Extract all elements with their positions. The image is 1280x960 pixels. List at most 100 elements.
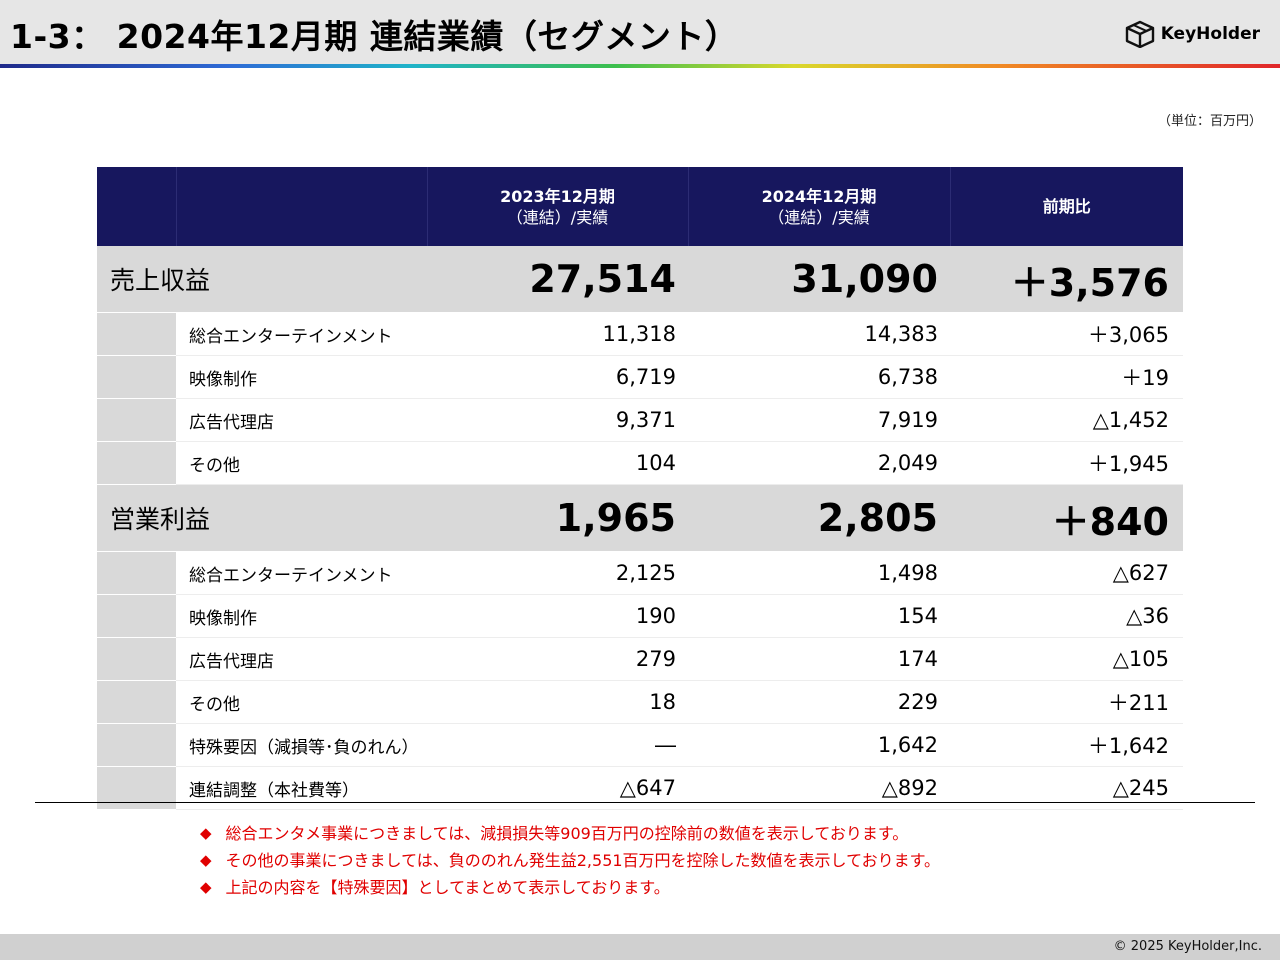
company-logo: KeyHolder (1125, 20, 1260, 48)
value-diff: ＋19 (950, 355, 1183, 399)
logo-text: KeyHolder (1160, 24, 1260, 44)
value-diff: △1,452 (950, 398, 1183, 442)
revenue-total-row: 売上収益 27,514 31,090 ＋3,576 (97, 246, 1183, 313)
value-2024: △892 (688, 766, 950, 810)
slide-header: 1-3： 2024年12月期 連結業績（セグメント） KeyHolder (0, 0, 1280, 64)
table-row: 総合エンターテインメント 11,318 14,383 ＋3,065 (97, 312, 1183, 356)
unit-note: （単位：百万円） (1157, 114, 1262, 129)
indent-cell (97, 398, 176, 442)
revenue-2023: 27,514 (427, 246, 688, 313)
page-title: 1-3： 2024年12月期 連結業績（セグメント） (10, 17, 739, 56)
operating-profit-total-row: 営業利益 1,965 2,805 ＋840 (97, 484, 1183, 552)
value-2024: 2,049 (688, 441, 950, 485)
segment-results-table: 2023年12月期 （連結）/実績 2024年12月期 （連結）/実績 前期比 … (97, 167, 1183, 810)
value-2023: 104 (427, 441, 688, 485)
footnote-item: ◆ 総合エンタメ事業につきましては、減損損失等909百万円の控除前の数値を表示し… (200, 820, 940, 847)
header-2023: 2023年12月期 （連結）/実績 (427, 167, 689, 246)
segment-name: 特殊要因（減損等･負のれん） (176, 723, 427, 767)
segment-name: 総合エンターテインメント (176, 551, 427, 595)
header-diff: 前期比 (950, 167, 1183, 246)
table-row: 総合エンターテインメント 2,125 1,498 △627 (97, 551, 1183, 595)
segment-name: その他 (176, 441, 427, 485)
value-diff: ＋1,642 (950, 723, 1183, 767)
value-2023: ― (427, 723, 688, 767)
value-2024: 174 (688, 637, 950, 681)
header-2023-line1: 2023年12月期 (500, 186, 615, 206)
header-2024-line2: （連結）/実績 (768, 207, 870, 227)
segment-name: 連結調整（本社費等） (176, 766, 427, 810)
table-bottom-rule (35, 802, 1255, 803)
indent-cell (97, 312, 176, 356)
cube-logo-icon (1125, 20, 1154, 48)
value-2023: 18 (427, 680, 688, 724)
header-2023-line2: （連結）/実績 (506, 207, 609, 227)
value-2023: 2,125 (427, 551, 688, 595)
diamond-bullet-icon: ◆ (200, 851, 212, 869)
value-2024: 14,383 (688, 312, 950, 356)
table-row: 映像制作 6,719 6,738 ＋19 (97, 355, 1183, 399)
table-row: 連結調整（本社費等） △647 △892 △245 (97, 766, 1183, 810)
slide-footer: © 2025 KeyHolder,Inc. (0, 934, 1280, 960)
footnote-text: その他の事業につきましては、負ののれん発生益2,551百万円を控除した数値を表示… (225, 851, 940, 870)
header-2024-line1: 2024年12月期 (761, 186, 877, 206)
value-2023: 190 (427, 594, 688, 638)
segment-name: その他 (176, 680, 427, 724)
segment-name: 総合エンターテインメント (176, 312, 427, 356)
header-blank-2 (176, 167, 428, 246)
operating-profit-2023: 1,965 (427, 484, 688, 552)
value-2023: △647 (427, 766, 688, 810)
segment-name: 映像制作 (176, 594, 427, 638)
indent-cell (97, 723, 176, 767)
revenue-label: 売上収益 (97, 246, 427, 313)
value-diff: ＋211 (950, 680, 1183, 724)
operating-profit-diff: ＋840 (950, 484, 1183, 552)
value-2023: 11,318 (427, 312, 688, 356)
header-rainbow-rule (0, 64, 1280, 68)
indent-cell (97, 355, 176, 399)
footnote-text: 上記の内容を【特殊要因】としてまとめて表示しております。 (225, 878, 670, 897)
diamond-bullet-icon: ◆ (200, 878, 212, 896)
indent-cell (97, 766, 176, 810)
value-diff: △105 (950, 637, 1183, 681)
footnote-text: 総合エンタメ事業につきましては、減損損失等909百万円の控除前の数値を表示してお… (225, 824, 909, 843)
indent-cell (97, 680, 176, 724)
indent-cell (97, 637, 176, 681)
segment-name: 広告代理店 (176, 398, 427, 442)
segment-name: 広告代理店 (176, 637, 427, 681)
value-2024: 7,919 (688, 398, 950, 442)
table-header-row: 2023年12月期 （連結）/実績 2024年12月期 （連結）/実績 前期比 (97, 167, 1183, 246)
value-2024: 1,642 (688, 723, 950, 767)
diamond-bullet-icon: ◆ (200, 824, 212, 842)
operating-profit-2024: 2,805 (688, 484, 950, 552)
table-row: 広告代理店 279 174 △105 (97, 637, 1183, 681)
footnote-item: ◆ 上記の内容を【特殊要因】としてまとめて表示しております。 (200, 874, 940, 901)
table-row: 映像制作 190 154 △36 (97, 594, 1183, 638)
indent-cell (97, 594, 176, 638)
value-2023: 279 (427, 637, 688, 681)
value-2023: 6,719 (427, 355, 688, 399)
indent-cell (97, 551, 176, 595)
operating-profit-label: 営業利益 (97, 484, 427, 552)
copyright-text: © 2025 KeyHolder,Inc. (1113, 939, 1262, 954)
table-row: その他 104 2,049 ＋1,945 (97, 441, 1183, 485)
value-2023: 9,371 (427, 398, 688, 442)
value-diff: △627 (950, 551, 1183, 595)
header-blank-1 (97, 167, 177, 246)
revenue-diff: ＋3,576 (950, 246, 1183, 313)
value-diff: △36 (950, 594, 1183, 638)
value-diff: ＋3,065 (950, 312, 1183, 356)
footnote-item: ◆ その他の事業につきましては、負ののれん発生益2,551百万円を控除した数値を… (200, 847, 940, 874)
revenue-2024: 31,090 (688, 246, 950, 313)
value-2024: 6,738 (688, 355, 950, 399)
table-row: その他 18 229 ＋211 (97, 680, 1183, 724)
indent-cell (97, 441, 176, 485)
value-diff: △245 (950, 766, 1183, 810)
segment-name: 映像制作 (176, 355, 427, 399)
value-2024: 229 (688, 680, 950, 724)
table-row: 広告代理店 9,371 7,919 △1,452 (97, 398, 1183, 442)
value-2024: 1,498 (688, 551, 950, 595)
footnotes: ◆ 総合エンタメ事業につきましては、減損損失等909百万円の控除前の数値を表示し… (200, 820, 940, 901)
value-2024: 154 (688, 594, 950, 638)
value-diff: ＋1,945 (950, 441, 1183, 485)
table-row: 特殊要因（減損等･負のれん） ― 1,642 ＋1,642 (97, 723, 1183, 767)
